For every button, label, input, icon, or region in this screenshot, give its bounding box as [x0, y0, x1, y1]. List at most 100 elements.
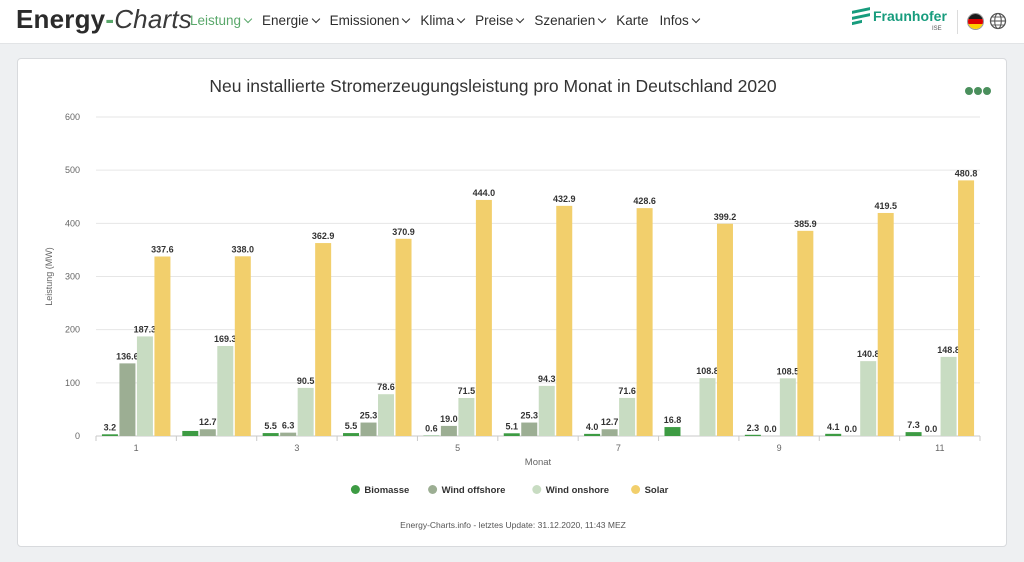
- chevron-down-icon: [516, 14, 525, 23]
- bar-wind-onshore[interactable]: [378, 394, 395, 436]
- legend-marker[interactable]: [532, 485, 542, 494]
- legend-item-biomasse[interactable]: Biomasse: [364, 485, 409, 496]
- legend-item-wind-onshore[interactable]: Wind onshore: [546, 485, 609, 496]
- x-tick-label: 9: [777, 443, 782, 453]
- legend-item-solar[interactable]: Solar: [645, 485, 669, 496]
- nav-item-energie[interactable]: Energie: [262, 13, 320, 28]
- bar-wind-onshore[interactable]: [699, 378, 716, 436]
- x-tick-label: 5: [455, 443, 460, 453]
- y-tick-label: 400: [65, 218, 80, 228]
- chart-title: Neu installierte Stromerzeugungsleistung…: [209, 76, 777, 96]
- bar-solar[interactable]: [716, 223, 733, 436]
- data-label: 148.8: [937, 345, 960, 355]
- legend-marker[interactable]: [428, 485, 438, 494]
- data-label: 419.5: [874, 201, 897, 211]
- bar-wind-onshore[interactable]: [297, 387, 314, 436]
- bar-solar[interactable]: [395, 238, 412, 436]
- bar-wind-offshore[interactable]: [601, 429, 618, 436]
- bar-solar[interactable]: [234, 256, 251, 436]
- fraunhofer-logo[interactable]: Fraunhofer ISE: [852, 7, 948, 38]
- nav-item-label: Emissionen: [329, 13, 400, 28]
- y-axis-label: Leistung (MW): [44, 247, 54, 306]
- nav-item-karte[interactable]: Karte: [616, 13, 648, 28]
- data-label: 16.8: [664, 415, 682, 425]
- bar-wind-offshore[interactable]: [280, 432, 297, 436]
- nav-item-infos[interactable]: Infos: [659, 13, 701, 28]
- bar-wind-offshore[interactable]: [360, 422, 377, 436]
- chart-menu-icon[interactable]: [965, 87, 991, 95]
- y-tick-label: 100: [65, 378, 80, 388]
- bar-wind-onshore[interactable]: [779, 378, 796, 436]
- x-tick-label: 1: [134, 443, 139, 453]
- data-label: 12.7: [199, 417, 217, 427]
- bar-biomasse[interactable]: [744, 434, 761, 436]
- bar-biomasse[interactable]: [584, 433, 601, 436]
- logo-dash: -: [105, 4, 115, 34]
- bar-wind-offshore[interactable]: [119, 363, 136, 436]
- bar-biomasse[interactable]: [101, 434, 118, 436]
- data-label: 108.5: [777, 366, 800, 376]
- bar-biomasse[interactable]: [343, 433, 360, 436]
- bar-wind-onshore[interactable]: [860, 361, 877, 436]
- globe-icon[interactable]: [989, 12, 1007, 30]
- nav-item-leistung[interactable]: Leistung: [190, 13, 253, 28]
- nav-item-label: Energie: [262, 13, 309, 28]
- data-label: 7.3: [907, 420, 920, 430]
- data-label: 140.8: [857, 349, 880, 359]
- legend-marker[interactable]: [350, 485, 360, 494]
- data-label: 399.2: [714, 212, 737, 222]
- data-label: 0.0: [764, 424, 777, 434]
- y-tick-label: 500: [65, 165, 80, 175]
- y-tick-label: 300: [65, 272, 80, 282]
- data-label: 78.6: [377, 382, 395, 392]
- bar-wind-onshore[interactable]: [619, 397, 636, 436]
- bar-biomasse[interactable]: [905, 432, 922, 436]
- legend-marker[interactable]: [631, 485, 641, 494]
- legend-item-wind-offshore[interactable]: Wind offshore: [442, 485, 506, 496]
- bar-biomasse[interactable]: [262, 433, 279, 436]
- nav-item-szenarien[interactable]: Szenarien: [534, 13, 607, 28]
- bar-biomasse[interactable]: [182, 430, 199, 436]
- bar-wind-onshore[interactable]: [136, 336, 153, 436]
- bar-biomasse[interactable]: [825, 433, 842, 436]
- y-tick-label: 600: [65, 112, 80, 122]
- update-credit: Energy-Charts.info - letztes Update: 31.…: [400, 520, 626, 530]
- bar-wind-onshore[interactable]: [940, 356, 957, 436]
- bar-wind-offshore[interactable]: [199, 429, 216, 436]
- bar-wind-onshore[interactable]: [538, 385, 555, 436]
- x-tick-label: 3: [294, 443, 299, 453]
- bar-solar[interactable]: [636, 208, 653, 436]
- data-label: 0.0: [844, 424, 857, 434]
- chevron-down-icon: [311, 14, 320, 23]
- data-label: 136.6: [116, 351, 139, 361]
- data-label: 4.0: [586, 422, 599, 432]
- bar-solar[interactable]: [315, 243, 332, 436]
- germany-flag-icon[interactable]: [967, 13, 984, 30]
- bar-solar[interactable]: [556, 205, 573, 436]
- bar-wind-onshore[interactable]: [458, 397, 475, 436]
- logo-word-charts: Charts: [114, 4, 192, 34]
- data-label: 428.6: [633, 196, 656, 206]
- bar-solar[interactable]: [797, 230, 814, 436]
- nav-item-preise[interactable]: Preise: [475, 13, 525, 28]
- bar-wind-offshore[interactable]: [521, 422, 538, 436]
- energy-charts-logo[interactable]: Energy-Charts: [16, 4, 192, 35]
- bar-wind-onshore[interactable]: [217, 345, 234, 436]
- bar-solar[interactable]: [958, 180, 975, 436]
- bar-biomasse[interactable]: [503, 433, 520, 436]
- bar-wind-offshore[interactable]: [440, 425, 457, 436]
- nav-item-klima[interactable]: Klima: [420, 13, 466, 28]
- bar-solar[interactable]: [475, 199, 492, 436]
- data-label: 25.3: [360, 411, 378, 421]
- data-label: 6.3: [282, 421, 295, 431]
- bar-solar[interactable]: [877, 212, 894, 436]
- nav-item-label: Preise: [475, 13, 514, 28]
- data-label: 2.3: [747, 423, 760, 433]
- bar-biomasse[interactable]: [664, 427, 681, 436]
- data-label: 432.9: [553, 194, 576, 204]
- data-label: 108.8: [696, 366, 719, 376]
- y-tick-label: 200: [65, 325, 80, 335]
- bar-solar[interactable]: [154, 256, 171, 436]
- nav-item-emissionen[interactable]: Emissionen: [329, 13, 411, 28]
- data-label: 3.2: [104, 422, 117, 432]
